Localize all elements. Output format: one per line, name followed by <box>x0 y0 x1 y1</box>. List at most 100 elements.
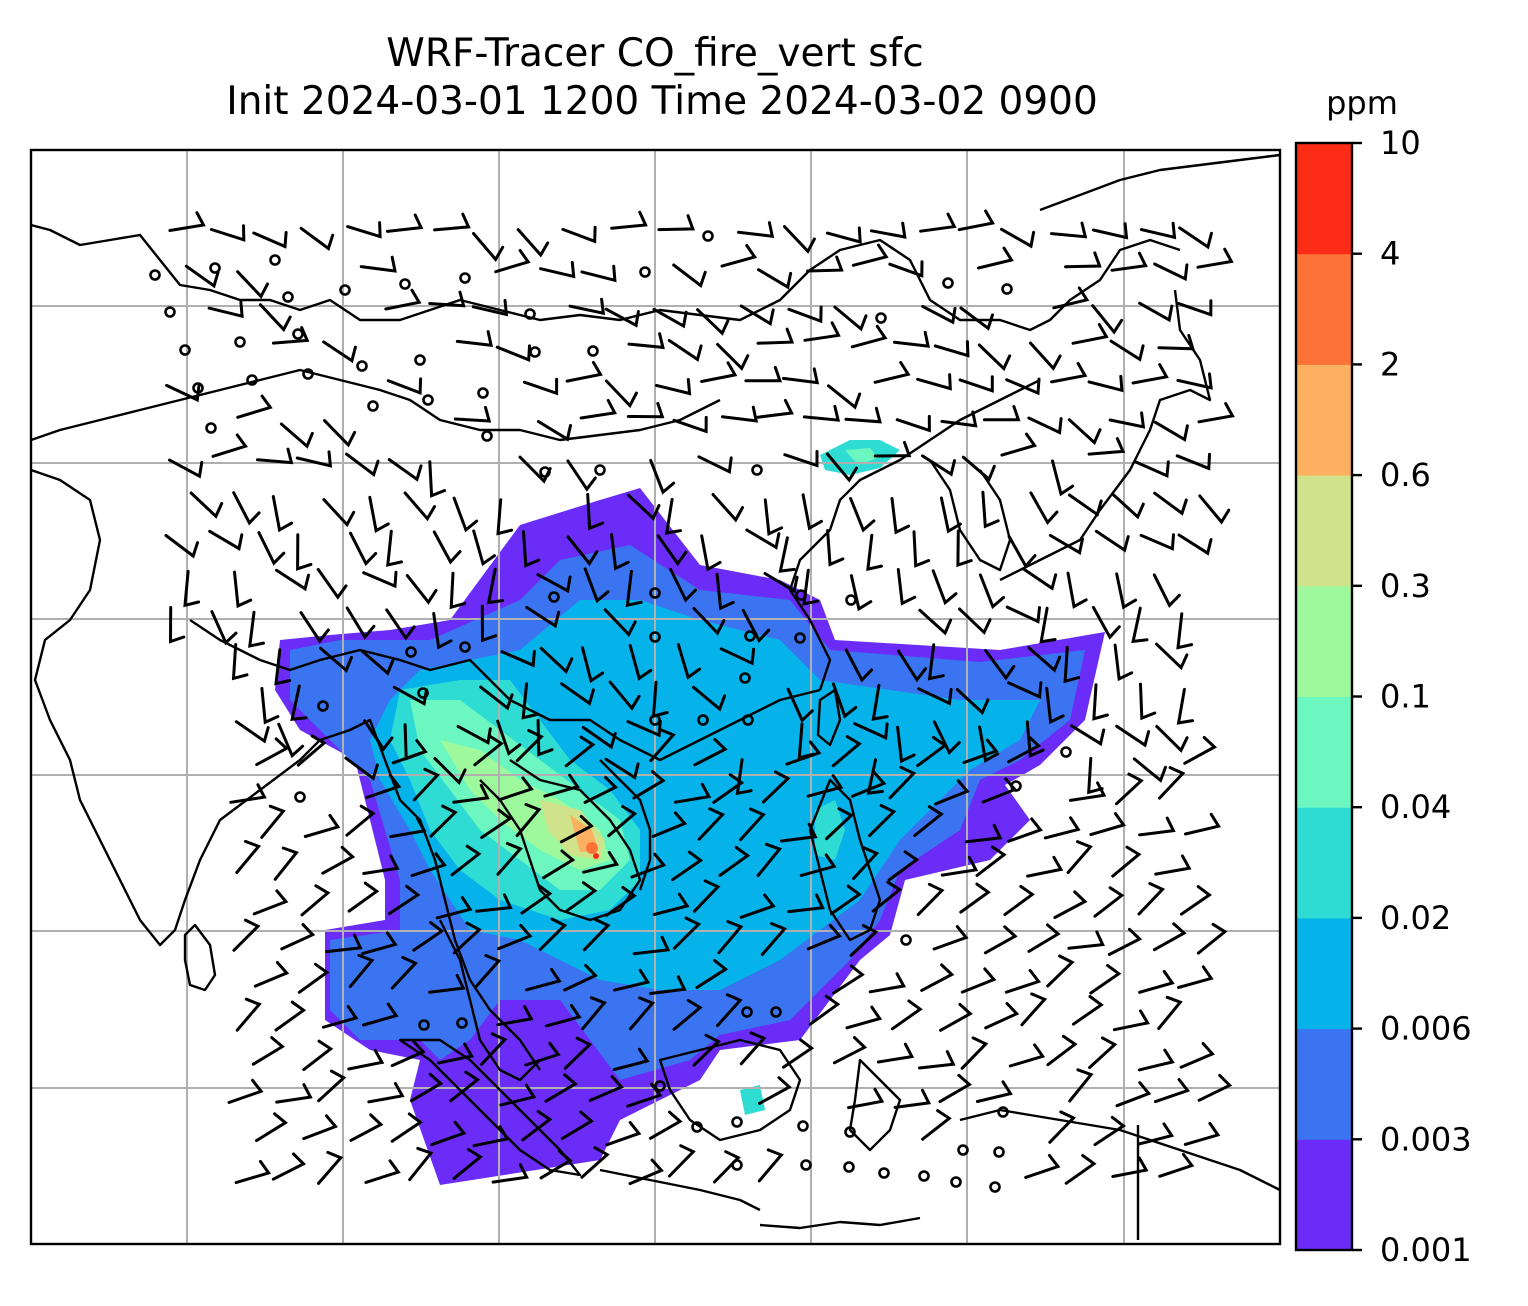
wind-barb <box>1111 1156 1149 1178</box>
wind-barb <box>956 529 973 568</box>
wind-barb <box>758 1076 792 1105</box>
wind-barb <box>893 1088 932 1109</box>
wind-barb <box>1139 682 1157 721</box>
wind-barb <box>280 923 316 951</box>
wind-barb <box>1177 299 1213 317</box>
wind-barb <box>604 307 640 328</box>
calm-wind-circle <box>878 1167 890 1179</box>
wind-barb <box>604 379 638 409</box>
wind-barb <box>1053 890 1088 919</box>
wind-barb <box>844 406 882 424</box>
wind-barb <box>208 529 244 551</box>
wind-barb <box>274 648 292 686</box>
calm-wind-circle <box>742 714 754 726</box>
wind-barb <box>521 682 539 720</box>
colorbar-band-8 <box>1296 253 1352 365</box>
wind-barb <box>1138 301 1174 323</box>
wind-barb <box>657 214 695 232</box>
wind-barb <box>1051 459 1075 497</box>
wind-barb <box>297 962 330 994</box>
wind-barb <box>939 496 962 534</box>
wind-barb <box>664 497 682 535</box>
wind-barb <box>325 933 363 954</box>
calm-wind-circle <box>269 254 281 266</box>
wind-barb <box>1113 643 1134 682</box>
wind-barb <box>672 263 707 289</box>
field-level-2 <box>586 842 598 854</box>
wind-barb <box>303 813 341 838</box>
wind-barb <box>735 758 753 796</box>
wind-barb <box>787 305 823 324</box>
wind-barb <box>981 490 1000 529</box>
calm-wind-circle <box>317 700 329 712</box>
wind-barb <box>1115 1081 1152 1108</box>
wind-barb <box>252 231 288 249</box>
wind-barb <box>845 1005 883 1030</box>
wind-barb <box>873 440 912 458</box>
wind-barb <box>825 226 862 244</box>
wind-barb <box>1052 286 1090 310</box>
wind-barb <box>362 854 400 875</box>
wind-barb <box>1066 840 1093 874</box>
wind-barb <box>672 998 703 1031</box>
wind-barb <box>888 260 924 278</box>
wind-barb <box>271 495 294 533</box>
wind-barb <box>317 1150 344 1185</box>
calm-wind-circle <box>942 277 954 289</box>
wind-barb <box>610 210 648 230</box>
wind-barb <box>1048 533 1084 556</box>
wind-barb <box>322 498 356 528</box>
wind-barb <box>977 246 1014 270</box>
calm-wind-circle <box>843 1161 855 1173</box>
wind-barb <box>360 649 395 676</box>
wind-barb <box>565 360 603 383</box>
wind-barb <box>1029 341 1062 371</box>
wind-barb <box>359 255 397 273</box>
wind-barb <box>833 305 868 332</box>
field-level-4 <box>593 853 599 859</box>
calm-wind-circle <box>844 1126 856 1138</box>
wind-barb <box>274 1000 307 1032</box>
wind-barb <box>525 967 562 992</box>
wind-barb <box>257 531 286 566</box>
wind-barb <box>692 607 726 636</box>
wind-barb <box>1024 1153 1061 1179</box>
wind-barb <box>760 922 788 956</box>
wind-barb <box>323 419 357 448</box>
coastline-srilanka <box>183 923 217 992</box>
wind-barb <box>560 682 595 706</box>
wind-barb <box>455 330 494 348</box>
colorbar-tick-label: 0.003 <box>1380 1120 1472 1158</box>
wind-barb <box>1155 642 1189 671</box>
calm-wind-circle <box>481 430 493 442</box>
calm-wind-circle <box>993 1146 1005 1158</box>
wind-barb <box>344 756 379 781</box>
wind-barb <box>605 886 637 917</box>
wind-barb <box>1026 855 1064 878</box>
wind-barb <box>1071 323 1109 345</box>
wind-barb <box>871 880 903 913</box>
wind-barb <box>538 917 568 951</box>
coastline-bay-of-bengal-east <box>319 718 541 1071</box>
wind-barb <box>1179 885 1212 916</box>
wind-barb <box>975 845 1007 877</box>
wind-barb <box>671 850 704 882</box>
wind-barb <box>1112 1009 1150 1032</box>
calm-wind-circle <box>587 345 599 357</box>
wind-barb <box>494 249 531 274</box>
wind-barb <box>890 497 911 535</box>
wind-barb <box>1071 995 1104 1026</box>
wind-barb <box>256 447 294 465</box>
wind-barb <box>472 529 496 567</box>
wind-barb <box>435 896 473 920</box>
wind-barb <box>499 1083 537 1107</box>
wind-barb <box>255 1112 288 1143</box>
wind-barb <box>853 722 889 741</box>
coastline-taiwan <box>816 688 842 747</box>
wind-barb <box>697 455 733 474</box>
wind-barb <box>625 569 643 608</box>
coastline-java <box>599 1168 761 1212</box>
wind-barb <box>347 1048 385 1071</box>
coastline-borneo <box>658 1038 802 1142</box>
